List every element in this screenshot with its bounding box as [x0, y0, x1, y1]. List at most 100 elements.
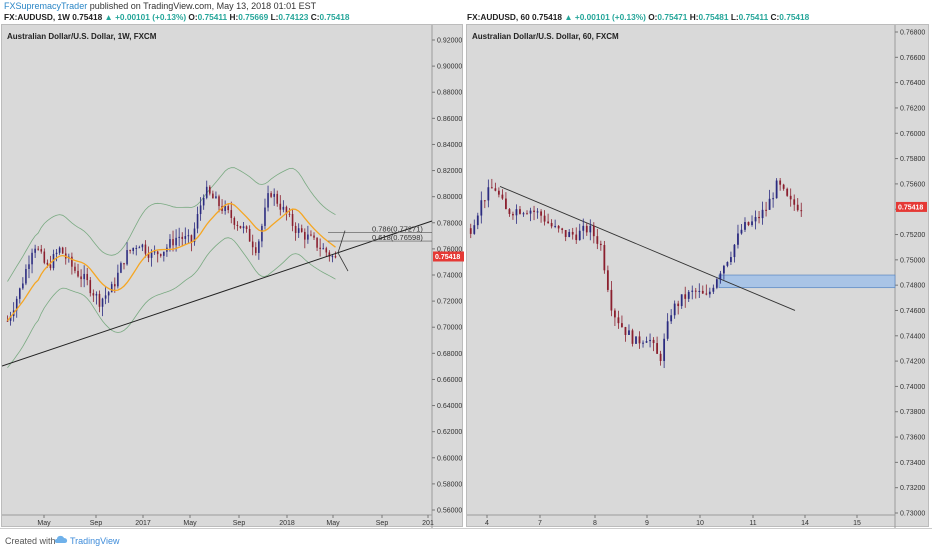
left-symbol[interactable]: FX:AUDUSD, 1W: [4, 12, 70, 22]
left-close: 0.75418: [319, 12, 350, 22]
left-price-label: 0.86000: [437, 116, 462, 123]
tradingview-brand-link[interactable]: TradingView: [70, 536, 120, 546]
right-price-label: 0.73200: [900, 485, 925, 492]
candle-body: [120, 263, 122, 273]
left-chart-svg[interactable]: 0.92000 0.90000 0.88000 0.86000 0.84000 0.820…: [2, 25, 464, 528]
candle-body: [114, 284, 116, 287]
candle-body: [239, 226, 242, 229]
candle-body: [550, 222, 553, 227]
candle-body: [519, 209, 521, 214]
candle-body: [666, 321, 669, 339]
candle-body: [163, 251, 165, 256]
right-price-label: 0.74000: [900, 384, 925, 391]
right-time-label: 9: [645, 520, 649, 527]
candle-body: [18, 288, 21, 299]
candle-body: [80, 276, 82, 280]
candle-body: [261, 225, 263, 242]
left-price: 0.75418: [72, 12, 103, 22]
candle-body: [25, 268, 27, 284]
right-o-label: O:: [648, 12, 658, 22]
candle-body: [178, 236, 180, 238]
candle-body: [304, 231, 306, 240]
candle-body: [564, 229, 567, 237]
candle-body: [184, 236, 187, 239]
candle-body: [95, 293, 98, 296]
candle-body: [141, 244, 144, 248]
left-price-label: 0.70000: [437, 325, 462, 332]
right-symbol[interactable]: FX:AUDUSD, 60: [467, 12, 530, 22]
candle-body: [43, 251, 46, 263]
right-close: 0.75418: [779, 12, 810, 22]
projection-up-arrow: [337, 230, 346, 253]
left-time-label: Sep: [90, 520, 103, 527]
candle-body: [642, 342, 644, 344]
candle-body: [575, 234, 578, 241]
candle-body: [694, 290, 697, 292]
candle-body: [291, 213, 294, 226]
candle-body: [83, 273, 85, 280]
right-time-label: 8: [593, 520, 597, 527]
left-high: 0.75669: [238, 12, 269, 22]
right-chart-svg[interactable]: 0.76800 0.76600 0.76400 0.76200 0.76000 0.758…: [467, 25, 930, 528]
candle-body: [313, 235, 315, 238]
candle-body: [144, 244, 147, 254]
candle-body: [300, 228, 303, 232]
right-price-label: 0.74600: [900, 308, 925, 315]
candle-body: [224, 206, 226, 211]
candle-body: [599, 243, 602, 246]
candle-body: [571, 231, 574, 235]
left-price-label: 0.90000: [437, 64, 462, 71]
candle-body: [490, 187, 493, 189]
left-time-label: 201: [422, 520, 434, 527]
candle-body: [522, 213, 525, 215]
candle-body: [61, 247, 64, 254]
candle-body: [181, 236, 184, 239]
candle-body: [218, 196, 220, 207]
candle-body: [540, 211, 542, 216]
candle-body: [628, 330, 630, 335]
candle-body: [663, 338, 666, 362]
right-chart-panel[interactable]: 0.76800 0.76600 0.76400 0.76200 0.76000 0.758…: [466, 24, 930, 528]
left-time-label: Sep: [233, 520, 246, 527]
candle-body: [473, 225, 476, 234]
right-price-label: 0.75200: [900, 232, 925, 239]
left-price-label: 0.58000: [437, 481, 462, 488]
right-time-label: 14: [801, 520, 809, 527]
candle-body: [147, 253, 150, 258]
candle-body: [74, 266, 76, 271]
candle-body: [236, 224, 239, 227]
right-time-label: 11: [749, 520, 756, 527]
candle-body: [49, 264, 52, 269]
candle-body: [649, 339, 651, 342]
left-time-label: May: [183, 520, 197, 527]
candle-body: [205, 186, 208, 198]
candle-body: [578, 230, 581, 241]
candle-body: [737, 233, 739, 245]
left-price-label: 0.62000: [437, 429, 462, 436]
candle-body: [31, 252, 33, 265]
candle-body: [276, 193, 279, 204]
candle-body: [698, 290, 701, 292]
right-price-label: 0.73800: [900, 409, 925, 416]
candle-body: [508, 209, 511, 214]
left-h-label: H:: [229, 12, 239, 22]
right-c-label: C:: [770, 12, 780, 22]
candle-body: [487, 187, 490, 201]
projection-down-arrow: [337, 252, 349, 272]
footer: Created with TradingView: [0, 528, 932, 551]
left-chart-panel[interactable]: 0.92000 0.90000 0.88000 0.86000 0.84000 0.820…: [1, 24, 464, 528]
right-price-label: 0.75600: [900, 181, 925, 188]
candle-body: [22, 283, 24, 289]
candle-body: [92, 293, 95, 296]
candle-body: [761, 209, 764, 219]
candle-body: [282, 206, 285, 210]
author-link[interactable]: FXSupremacyTrader: [4, 1, 88, 11]
right-h-label: H:: [689, 12, 699, 22]
candle-body: [138, 247, 141, 249]
candle-body: [135, 247, 138, 249]
publish-text: published on TradingView.com, May 13, 20…: [87, 1, 317, 11]
candle-body: [779, 180, 782, 185]
candle-body: [800, 210, 803, 212]
candle-body: [726, 262, 729, 266]
right-time-label: 15: [853, 520, 861, 527]
